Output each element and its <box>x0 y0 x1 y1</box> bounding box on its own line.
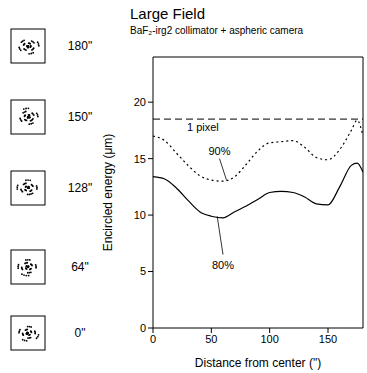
svg-text:80%: 80% <box>212 259 234 271</box>
svg-text:10: 10 <box>134 209 146 221</box>
svg-text:180": 180" <box>68 39 92 53</box>
svg-text:20: 20 <box>134 96 146 108</box>
svg-text:15: 15 <box>134 153 146 165</box>
svg-text:0: 0 <box>150 333 156 345</box>
html-text:Large Field: Large Field <box>130 5 205 22</box>
svg-text:1 pixel: 1 pixel <box>187 121 219 133</box>
svg-text:0": 0" <box>75 326 86 340</box>
svg-text:150: 150 <box>319 333 337 345</box>
svg-text:128": 128" <box>68 181 92 195</box>
svg-text:50: 50 <box>205 333 217 345</box>
svg-text:100: 100 <box>260 333 278 345</box>
svg-text:150": 150" <box>68 110 92 124</box>
html-text:BaF₂-irg2 collimator + aspheri: BaF₂-irg2 collimator + aspheric camera <box>130 25 304 36</box>
svg-text:Distance from center ("): Distance from center (") <box>195 356 321 370</box>
svg-text:Encircled energy (μm): Encircled energy (μm) <box>101 134 115 252</box>
svg-text:5: 5 <box>140 265 146 277</box>
svg-text:0: 0 <box>140 322 146 334</box>
svg-text:90%: 90% <box>208 145 230 157</box>
svg-text:64": 64" <box>71 260 89 274</box>
